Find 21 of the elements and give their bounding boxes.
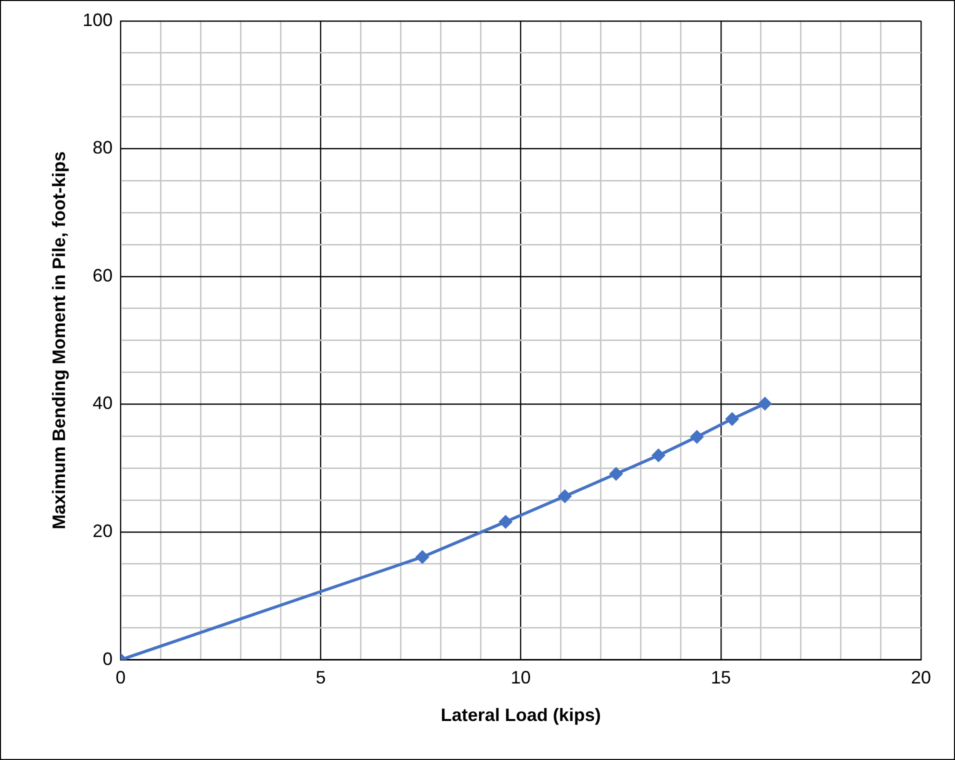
point — [758, 396, 772, 411]
point — [725, 412, 740, 426]
y-axis-title: Maximum Bending Moment in Pile, foot-kips — [48, 151, 69, 530]
point — [498, 514, 513, 529]
x-tick-label: 15 — [710, 668, 731, 688]
y-tick-label: 80 — [92, 138, 113, 158]
y-tick-label: 60 — [92, 265, 113, 286]
point — [651, 448, 666, 462]
x-tick-label: 5 — [316, 668, 326, 688]
point — [558, 489, 572, 504]
point — [415, 550, 430, 564]
y-tick-label: 40 — [92, 393, 113, 414]
x-tick-label: 0 — [116, 668, 126, 688]
x-axis-title: Lateral Load (kips) — [440, 705, 601, 726]
y-tick-label: 100 — [82, 10, 113, 30]
y-tick-label: 20 — [92, 521, 113, 542]
x-tick-label: 10 — [510, 668, 531, 688]
y-tick-label: 0 — [102, 648, 113, 669]
point — [690, 430, 704, 444]
point — [609, 466, 624, 481]
x-tick-label: 20 — [910, 668, 932, 688]
